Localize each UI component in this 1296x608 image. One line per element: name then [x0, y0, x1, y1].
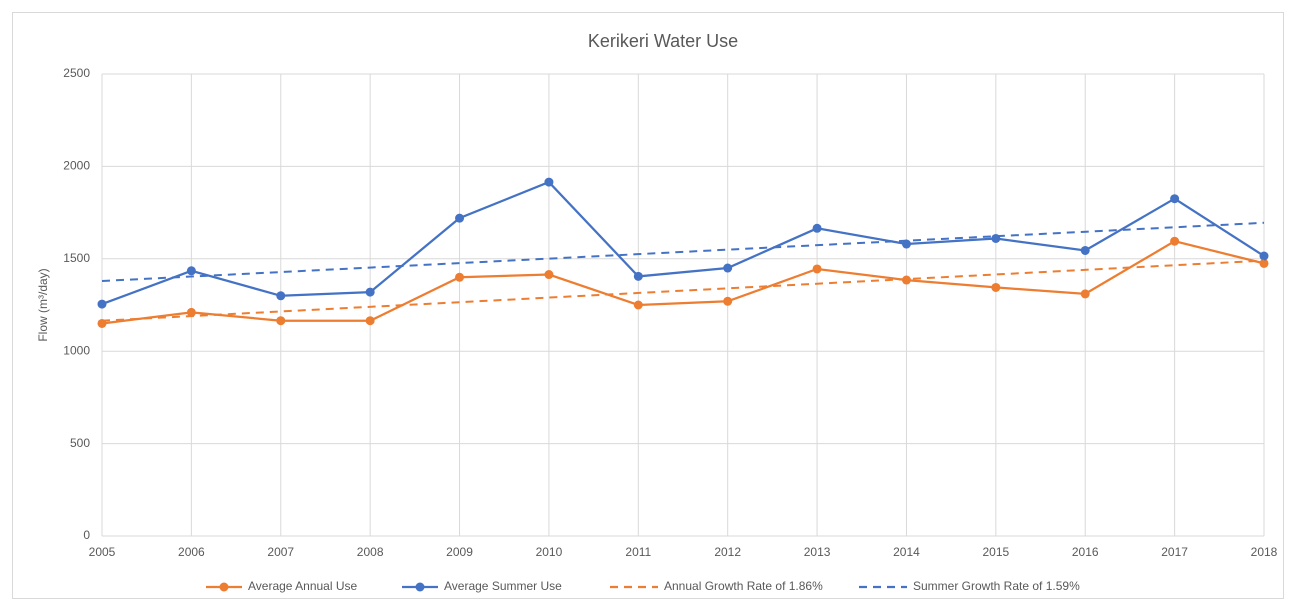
data-point [1259, 251, 1269, 261]
x-tick-label: 2009 [446, 545, 473, 559]
data-point [455, 272, 465, 282]
trend-line [101, 221, 1265, 282]
x-tick-label: 2010 [536, 545, 563, 559]
y-tick-label: 2500 [63, 66, 90, 80]
legend-label: Annual Growth Rate of 1.86% [664, 579, 823, 593]
data-point [633, 300, 643, 310]
data-point [97, 299, 107, 309]
data-point [1259, 258, 1269, 268]
x-tick-label: 2007 [267, 545, 294, 559]
data-point [1170, 236, 1180, 246]
legend-marker [219, 582, 229, 592]
x-tick-label: 2015 [982, 545, 1009, 559]
legend-label: Average Annual Use [248, 579, 358, 593]
data-point [812, 264, 822, 274]
legend-marker [415, 582, 425, 592]
data-line [101, 239, 1265, 325]
data-point [1080, 289, 1090, 299]
data-point [633, 271, 643, 281]
data-point [1170, 194, 1180, 204]
data-point [186, 266, 196, 276]
x-tick-label: 2012 [714, 545, 741, 559]
x-tick-label: 2017 [1161, 545, 1188, 559]
data-point [276, 316, 286, 326]
data-point [276, 291, 286, 301]
data-point [544, 177, 554, 187]
x-tick-label: 2013 [804, 545, 831, 559]
chart-title: Kerikeri Water Use [588, 31, 738, 51]
data-point [812, 223, 822, 233]
y-axis-label: Flow (m³/day) [36, 268, 50, 341]
data-point [723, 263, 733, 273]
legend-label: Average Summer Use [444, 579, 562, 593]
x-tick-label: 2014 [893, 545, 920, 559]
data-point [365, 287, 375, 297]
data-point [186, 307, 196, 317]
data-point [723, 296, 733, 306]
x-tick-label: 2018 [1251, 545, 1278, 559]
data-point [544, 270, 554, 280]
data-line [101, 180, 1265, 306]
y-tick-label: 0 [83, 528, 90, 542]
x-tick-label: 2008 [357, 545, 384, 559]
y-tick-label: 500 [70, 436, 90, 450]
x-tick-label: 2016 [1072, 545, 1099, 559]
data-point [991, 282, 1001, 292]
y-tick-label: 1500 [63, 251, 90, 265]
y-tick-label: 2000 [63, 159, 90, 173]
data-point [455, 213, 465, 223]
x-tick-label: 2006 [178, 545, 205, 559]
x-tick-label: 2011 [625, 545, 651, 559]
x-tick-label: 2005 [89, 545, 116, 559]
legend-label: Summer Growth Rate of 1.59% [913, 579, 1080, 593]
trend-line [101, 259, 1265, 322]
data-point [1080, 245, 1090, 255]
data-point [365, 316, 375, 326]
y-tick-label: 1000 [63, 343, 90, 357]
